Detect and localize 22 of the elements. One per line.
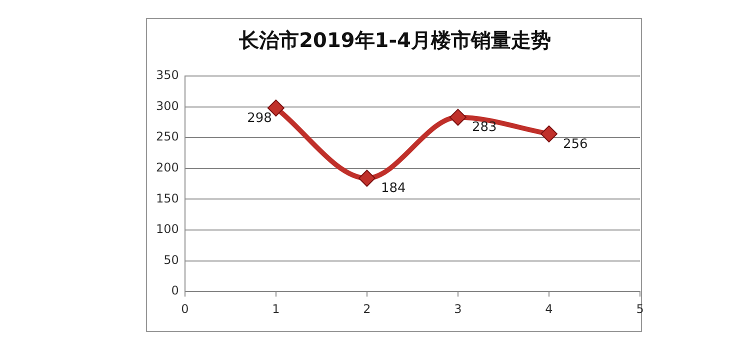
- x-tick-label: 1: [272, 302, 280, 316]
- y-tick-label: 100: [156, 222, 179, 236]
- data-label: 256: [562, 136, 588, 152]
- y-tick-label: 250: [156, 130, 179, 144]
- chart-title: 长治市2019年1-4月楼市销量走势: [238, 28, 551, 52]
- point: [540, 125, 558, 142]
- data-label: 283: [472, 120, 497, 136]
- data-label: 184: [380, 181, 406, 196]
- y-tick-label: 200: [156, 160, 179, 175]
- x-tick-label: 3: [454, 302, 462, 316]
- point: [449, 108, 466, 126]
- y-tick-label: 50: [164, 252, 179, 267]
- y-tick-label: 0: [171, 284, 179, 298]
- x-tick-label: 4: [545, 302, 553, 316]
- data-label: 298: [247, 110, 272, 126]
- y-tick-label: 300: [156, 98, 179, 113]
- point: [358, 170, 376, 187]
- x-tick-label: 0: [181, 302, 189, 316]
- x-tick-label: 2: [363, 302, 371, 316]
- y-tick-label: 350: [156, 68, 179, 82]
- x-tick-label: 5: [636, 302, 644, 316]
- y-tick-label: 150: [156, 191, 179, 206]
